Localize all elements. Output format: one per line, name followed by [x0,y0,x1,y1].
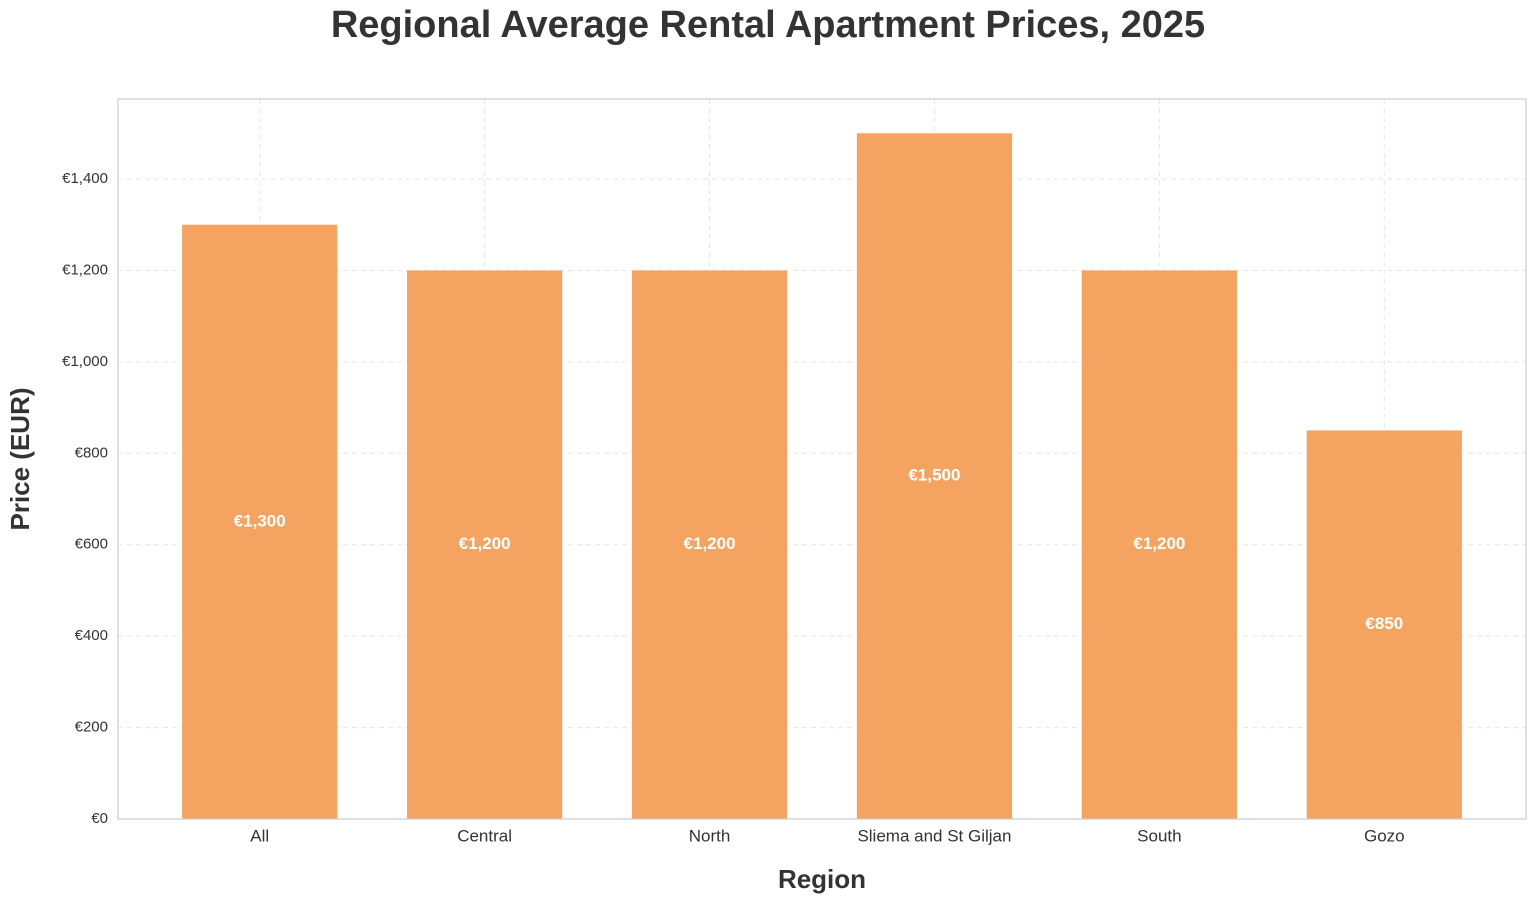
chart-title: Regional Average Rental Apartment Prices… [331,4,1205,46]
value-label: €1,200 [459,534,511,553]
bar [856,133,1013,820]
value-label: €1,500 [908,466,960,485]
y-tick-label: €1,000 [62,353,108,370]
x-tick-label: All [250,826,269,845]
x-tick-label: Central [457,826,512,845]
x-tick-label: South [1137,826,1181,845]
bar [1081,270,1237,819]
x-axis-label: Region [778,864,866,894]
value-label: €1,200 [684,534,736,553]
x-tick-label: North [689,826,731,845]
bar [1306,430,1462,819]
y-tick-label: €1,400 [62,170,108,187]
x-tick-label: Sliema and St Giljan [857,826,1011,845]
y-tick-label: €600 [75,536,108,553]
plot-frame [117,98,1527,820]
bar [631,270,788,819]
y-tick-label: €0 [91,810,108,827]
x-tick-label: Gozo [1364,826,1405,845]
value-label: €1,200 [1133,534,1185,553]
value-label: €1,300 [234,511,286,530]
y-tick-label: €1,200 [62,261,108,278]
y-tick-label: €400 [75,627,108,644]
bar [182,224,338,819]
bar [407,270,563,819]
y-axis-label: Price (EUR) [5,387,35,530]
y-tick-label: €200 [75,719,108,736]
value-label: €850 [1365,614,1403,633]
y-tick-label: €800 [75,444,108,461]
